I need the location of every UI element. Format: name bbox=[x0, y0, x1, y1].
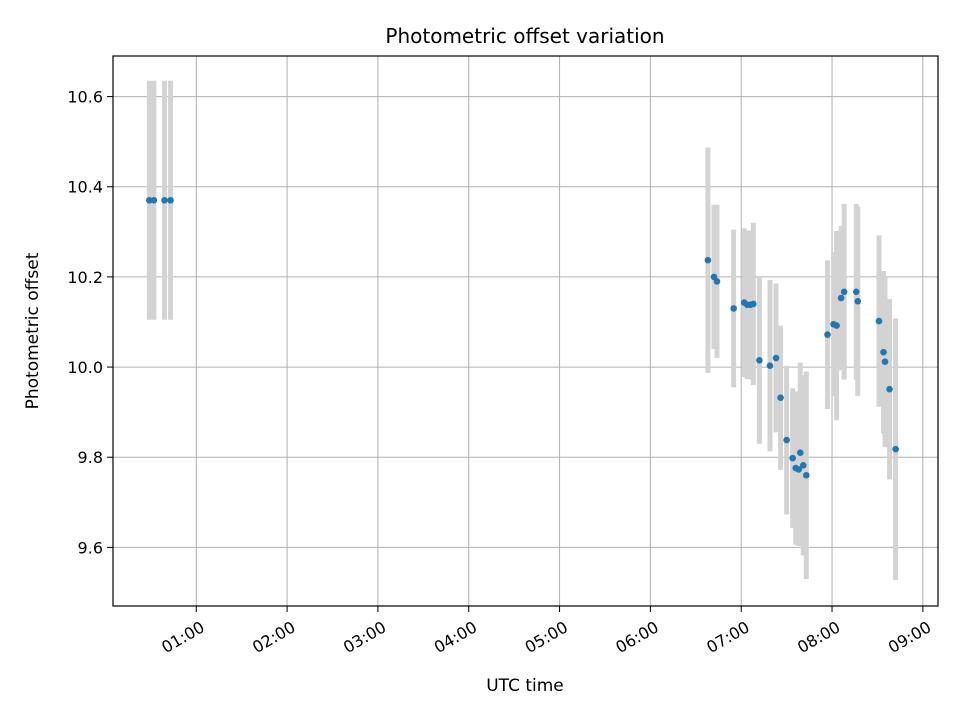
data-point bbox=[892, 445, 899, 453]
data-point bbox=[750, 300, 757, 308]
data-point bbox=[824, 331, 831, 338]
data-point bbox=[766, 362, 774, 370]
data-point bbox=[837, 294, 845, 302]
data-point bbox=[772, 354, 780, 362]
data-point bbox=[875, 317, 883, 325]
data-point bbox=[886, 385, 893, 393]
data-point bbox=[713, 278, 721, 285]
data-point bbox=[730, 305, 737, 312]
data-point bbox=[756, 357, 763, 364]
y-tick-label: 10.6 bbox=[67, 88, 103, 107]
data-point bbox=[796, 449, 804, 457]
data-point bbox=[777, 394, 784, 402]
plot-frame bbox=[112, 55, 939, 607]
data-point bbox=[150, 196, 158, 204]
data-point bbox=[704, 256, 712, 264]
data-point bbox=[161, 196, 168, 204]
y-tick-label: 10.4 bbox=[67, 178, 103, 197]
data-point bbox=[167, 196, 174, 204]
data-point bbox=[146, 196, 153, 204]
y-tick-label: 10.0 bbox=[67, 358, 103, 377]
y-tick-label: 9.8 bbox=[78, 448, 103, 467]
chart-title: Photometric offset variation bbox=[385, 24, 664, 48]
data-point bbox=[881, 358, 889, 365]
data-points bbox=[146, 196, 899, 479]
data-point bbox=[880, 348, 887, 356]
data-point bbox=[833, 322, 840, 329]
data-point bbox=[795, 466, 803, 473]
plot-area bbox=[113, 56, 938, 606]
data-point bbox=[799, 462, 807, 469]
y-axis-label: Photometric offset bbox=[23, 252, 43, 409]
data-point bbox=[854, 297, 862, 305]
y-tick-label: 9.6 bbox=[78, 538, 103, 557]
data-point bbox=[840, 288, 848, 296]
data-point bbox=[803, 471, 810, 479]
x-axis-label: UTC time bbox=[486, 676, 564, 696]
data-point bbox=[783, 436, 790, 444]
data-point bbox=[852, 288, 860, 296]
data-point bbox=[789, 454, 796, 462]
y-axis-ticks: 9.6 9.8 10.0 10.2 10.4 10.6 bbox=[67, 88, 113, 557]
y-tick-label: 10.2 bbox=[67, 268, 103, 287]
